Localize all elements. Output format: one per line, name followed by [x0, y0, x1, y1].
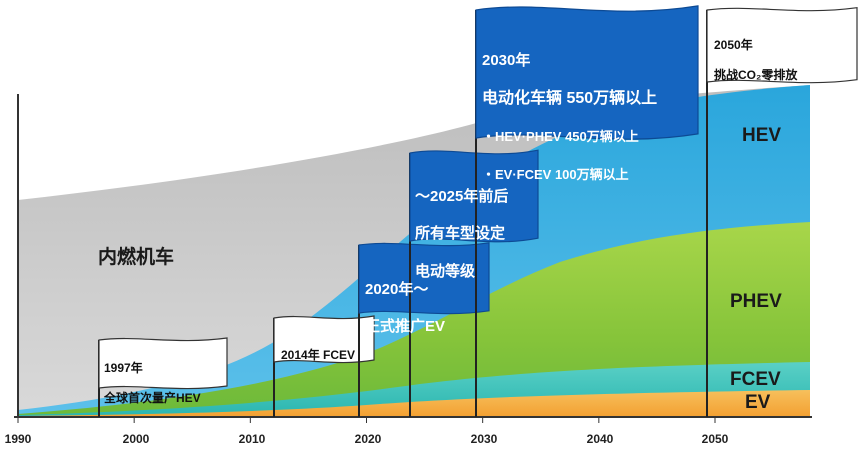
milestone-2025-line-3: 电动等级: [415, 262, 476, 280]
milestone-flag-2030: [475, 5, 699, 140]
milestone-2030-line-3: ・HEV·PHEV 450万辆以上: [482, 129, 639, 144]
milestone-2020-line-2: 正式推广EV: [365, 318, 446, 336]
milestone-flag-2050: [706, 7, 858, 84]
x-tick-2030: 2030: [470, 432, 498, 446]
milestone-2050-text: 2050年 挑战CO₂零排放: [714, 23, 797, 83]
x-tick-1990: 1990: [4, 432, 32, 446]
milestone-2050-line-2: 挑战CO₂零排放: [714, 68, 798, 82]
milestone-2030-text: 2030年 电动化车辆 550万辆以上 ・HEV·PHEV 450万辆以上 ・E…: [482, 33, 657, 184]
milestone-2030-line-4: ・EV·FCEV 100万辆以上: [482, 166, 629, 182]
x-tick-2050: 2050: [701, 432, 729, 446]
milestone-2025-text: ～2025年前后 所有车型设定 电动等级: [415, 169, 508, 282]
milestone-1997-line-1: 1997年: [104, 361, 143, 375]
series-label-fcev: FCEV: [730, 369, 781, 390]
series-label-hev: HEV: [742, 125, 782, 146]
milestone-2030-line-1: 2030年: [482, 51, 531, 69]
milestone-2025-line-1: ～2025年前后: [415, 187, 509, 205]
area-ev: [18, 390, 810, 416]
milestone-2020-line-1: 2020年～: [365, 280, 429, 298]
x-tick-2040: 2040: [586, 432, 614, 446]
milestone-flag-2020: [358, 242, 490, 315]
area-phev: [18, 222, 810, 416]
milestone-2030-line-2: 电动化车辆 550万辆以上: [482, 90, 658, 108]
milestone-2020-text: 2020年～ 正式推广EV: [365, 262, 445, 337]
milestone-2025-line-2: 所有车型设定: [415, 225, 506, 243]
x-tick-2000: 2000: [122, 432, 150, 446]
x-tick-2020: 2020: [354, 432, 382, 446]
series-label-ev: EV: [745, 392, 771, 413]
milestone-1997-text: 1997年 全球首次量产HEV: [104, 346, 201, 406]
x-tick-2010: 2010: [238, 432, 266, 446]
series-label-ice: 内燃机车: [98, 247, 175, 268]
milestone-2014-text: 2014年 FCEV: [281, 333, 355, 363]
milestone-flag-2025: [409, 149, 539, 243]
milestone-1997-line-2: 全球首次量产HEV: [104, 391, 201, 405]
milestone-2050-line-1: 2050年: [714, 38, 753, 52]
milestone-flag-2014: [273, 315, 375, 364]
milestone-2014-line-1: 2014年 FCEV: [281, 348, 356, 362]
milestone-flag-1997: [98, 337, 228, 390]
series-label-phev: PHEV: [730, 291, 782, 312]
